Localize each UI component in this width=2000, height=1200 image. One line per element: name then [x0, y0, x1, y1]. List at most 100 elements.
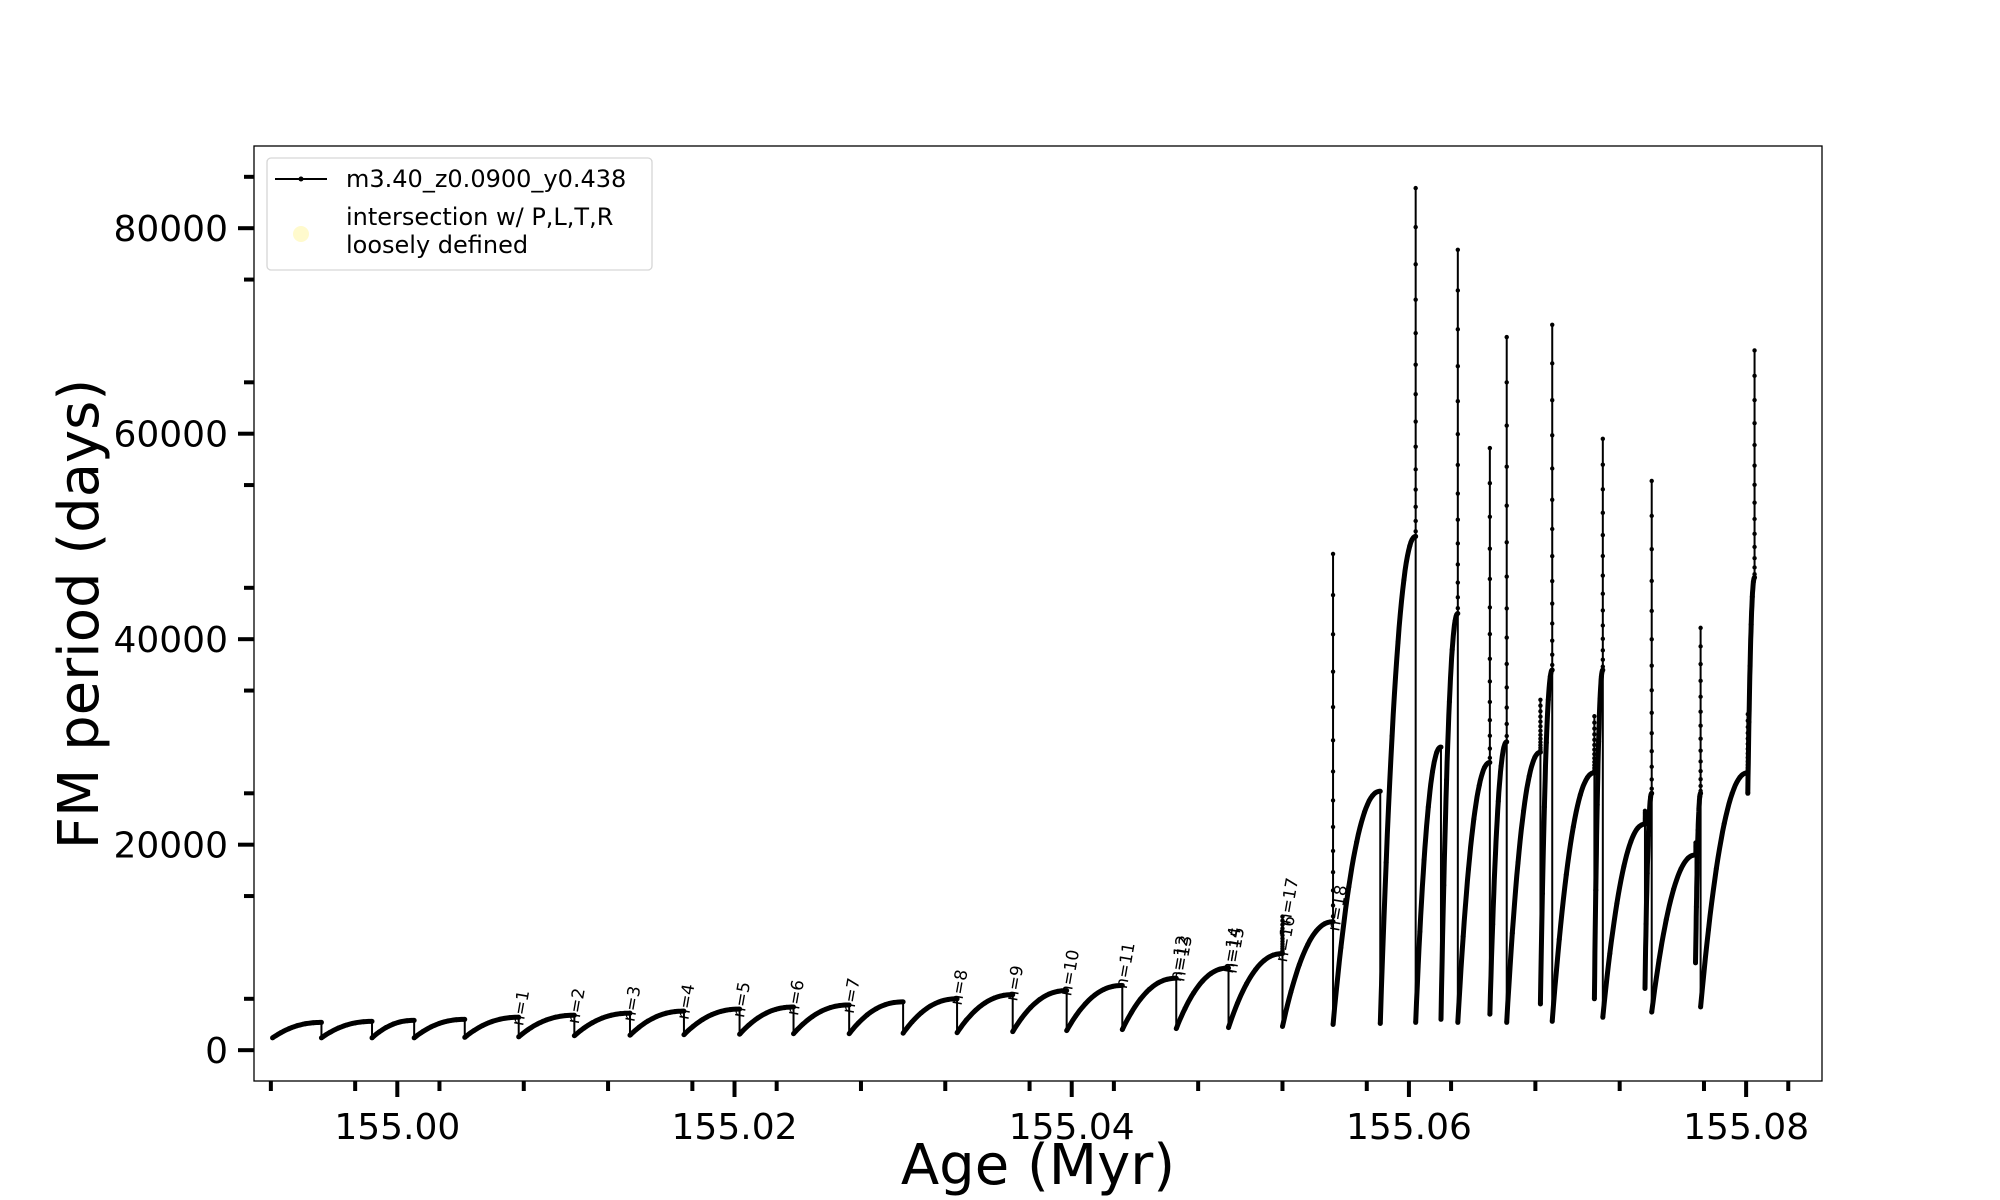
cycle-annotation: n=1 [508, 989, 534, 1028]
data-point [462, 1016, 468, 1022]
data-point [1747, 663, 1753, 669]
spike-point [1455, 517, 1461, 522]
data-point [1173, 1026, 1179, 1032]
data-point [1235, 1000, 1241, 1006]
spike-point [1280, 918, 1285, 923]
data-point [335, 1025, 341, 1031]
data-point [1425, 804, 1431, 810]
legend-intersection-label-line: loosely defined [346, 231, 528, 259]
data-point [1330, 1021, 1336, 1027]
data-point [891, 1000, 897, 1006]
data-point [1401, 577, 1407, 583]
data-point [411, 1017, 417, 1023]
spike-point [1752, 397, 1757, 403]
data-point [608, 1012, 614, 1018]
data-point [471, 1028, 477, 1034]
data-point [1101, 986, 1107, 992]
spike-point [1504, 574, 1509, 579]
data-point [1750, 579, 1756, 585]
data-point [1460, 934, 1466, 940]
spike-point [1280, 914, 1285, 919]
data-point [1695, 827, 1701, 833]
data-point [383, 1025, 389, 1031]
spike-point [1600, 664, 1606, 669]
data-point [1549, 667, 1555, 673]
data-point [1199, 978, 1205, 984]
data-point [1541, 804, 1547, 810]
cycle-curve [1649, 852, 1697, 1013]
data-point [1705, 927, 1711, 933]
data-point [927, 1003, 933, 1009]
spike-point [1455, 580, 1461, 585]
data-point [1495, 798, 1501, 804]
x-axis-label: Age (Myr) [901, 1133, 1175, 1198]
spike-point [1538, 719, 1543, 724]
x-tick-label: 155.02 [672, 1107, 798, 1148]
data-point [1547, 673, 1553, 679]
y-tick-label: 0 [205, 1031, 228, 1072]
legend-intersection-label: intersection w/ P,L,T,R loosely defined [346, 203, 613, 259]
spike-point [1487, 755, 1493, 761]
data-point [1545, 697, 1551, 703]
spike-point [1600, 510, 1606, 516]
y-tick-label: 60000 [113, 415, 228, 456]
spike-point [1600, 553, 1606, 559]
spike-point [1698, 723, 1703, 728]
y-axis: 0 20000 40000 60000 80000 [113, 174, 254, 1072]
x-tick-label: 155.04 [1009, 1107, 1135, 1148]
data-point [991, 995, 997, 1001]
spike-point [1538, 697, 1543, 703]
spike-point [1455, 398, 1461, 404]
data-point [873, 1006, 879, 1012]
spike-point [1649, 749, 1654, 754]
spike-point [1752, 565, 1757, 570]
spike-point [1504, 464, 1509, 469]
data-point [1413, 533, 1419, 539]
data-point [318, 1035, 324, 1041]
data-point [846, 1002, 852, 1008]
data-point [1749, 594, 1755, 600]
spike-point [1550, 466, 1555, 471]
data-point [1226, 1025, 1232, 1031]
spike-point [1649, 478, 1654, 484]
data-point [352, 1020, 358, 1026]
data-point [390, 1021, 396, 1027]
cycle-curve [1549, 770, 1596, 1022]
spike-point [1330, 551, 1336, 557]
y-tick-label: 20000 [113, 826, 228, 867]
spike-point [1550, 662, 1555, 668]
data-point [1492, 851, 1498, 857]
data-point [1279, 951, 1285, 957]
y-tick-label: 80000 [113, 209, 228, 250]
spike-point [1504, 540, 1509, 545]
data-point [1504, 1019, 1510, 1025]
x-tick-label: 155.00 [334, 1107, 460, 1148]
data-point [507, 1015, 513, 1021]
spike-point [1487, 656, 1493, 661]
cycle-annotation: n=7 [839, 976, 865, 1015]
spike-point [1698, 768, 1703, 774]
spike-point [1698, 644, 1703, 649]
data-point [369, 1018, 375, 1024]
spike-point [1550, 322, 1555, 327]
data-point [1539, 891, 1545, 897]
data-point [1696, 805, 1702, 811]
spike-point [1413, 419, 1418, 424]
data-point [1532, 754, 1538, 760]
data-point [1594, 802, 1600, 808]
data-point [428, 1024, 434, 1030]
cycle-annotation: n=4 [673, 982, 699, 1021]
cycle-annotation: n=11 [1112, 941, 1140, 990]
spike-point [1330, 869, 1336, 875]
spike-point [1600, 591, 1606, 596]
data-point [1430, 769, 1436, 775]
data-point [1593, 887, 1599, 893]
spike-point [1330, 738, 1336, 743]
data-point [1182, 1006, 1188, 1012]
x-axis: 155.00 155.02 155.04 155.06 155.08 [268, 1081, 1809, 1148]
data-point [462, 1034, 468, 1040]
spike-point [1487, 605, 1493, 610]
data-point [1698, 790, 1704, 796]
data-point [837, 1003, 843, 1009]
spike-point [1649, 608, 1654, 614]
